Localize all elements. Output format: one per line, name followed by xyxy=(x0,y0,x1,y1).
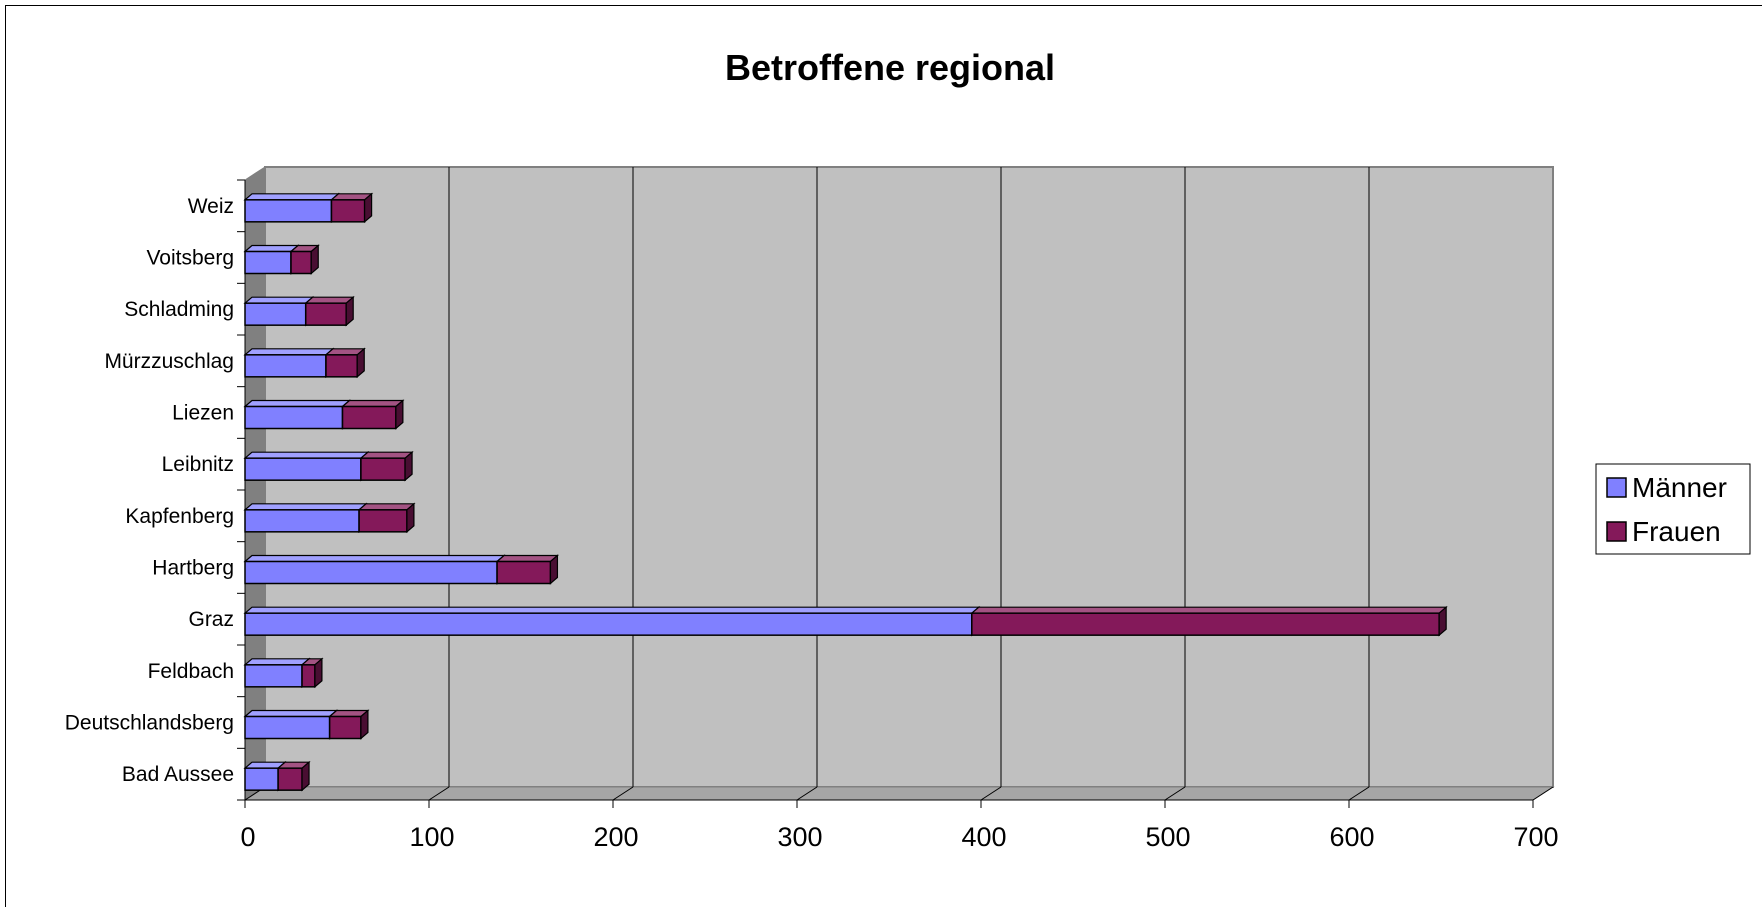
bar xyxy=(278,768,302,790)
bar-top xyxy=(497,556,557,562)
bar-top xyxy=(245,504,366,510)
bar-top xyxy=(245,401,350,407)
category-label: Hartberg xyxy=(152,557,234,580)
bar xyxy=(245,355,326,377)
bar-segment-maenner xyxy=(245,504,366,532)
bar-top xyxy=(245,349,333,355)
plot-back-wall xyxy=(265,167,1553,787)
bar-top xyxy=(361,452,412,458)
x-tick-label: 100 xyxy=(409,822,454,852)
category-label: Mürzzuschlag xyxy=(104,350,234,373)
category-label: Kapfenberg xyxy=(125,505,234,528)
bar xyxy=(245,613,972,635)
bar xyxy=(306,303,346,325)
bar-segment-frauen xyxy=(972,607,1446,635)
bar-top xyxy=(245,297,313,303)
category-label: Schladming xyxy=(124,298,234,321)
bar xyxy=(497,562,550,584)
bar xyxy=(972,613,1439,635)
bar xyxy=(291,252,311,274)
bar-segment-maenner xyxy=(245,452,368,480)
bar xyxy=(245,717,330,739)
bar xyxy=(245,768,278,790)
legend-swatch xyxy=(1607,478,1626,497)
bar-segment-frauen xyxy=(330,711,368,739)
bar-segment-frauen xyxy=(343,401,403,429)
bar-top xyxy=(245,711,337,717)
bar-segment-frauen xyxy=(278,762,309,790)
chart-title: Betroffene regional xyxy=(725,47,1055,88)
bar-segment-maenner xyxy=(245,349,333,377)
category-label: Leibnitz xyxy=(162,453,234,476)
category-label: Deutschlandsberg xyxy=(65,712,234,735)
legend: Männer Frauen xyxy=(1596,464,1750,554)
bar-top xyxy=(245,194,338,200)
bar-segment-maenner xyxy=(245,401,350,429)
bar-segment-frauen xyxy=(302,659,322,687)
x-tick-label: 400 xyxy=(961,822,1006,852)
bar-top xyxy=(245,556,504,562)
bar-segment-frauen xyxy=(326,349,364,377)
legend-label: Frauen xyxy=(1632,516,1721,547)
category-label: Graz xyxy=(188,608,234,631)
bar xyxy=(331,200,364,222)
bar xyxy=(330,717,361,739)
bar xyxy=(326,355,357,377)
bar-segment-maenner xyxy=(245,297,313,325)
legend-swatch xyxy=(1607,522,1626,541)
category-label: Voitsberg xyxy=(146,247,234,270)
bar-top xyxy=(245,607,979,613)
category-label: Bad Aussee xyxy=(122,763,234,786)
x-tick-label: 500 xyxy=(1145,822,1190,852)
bar-segment-maenner xyxy=(245,556,504,584)
x-tick-label: 200 xyxy=(593,822,638,852)
bar-segment-maenner xyxy=(245,711,337,739)
bar-top xyxy=(359,504,414,510)
bar xyxy=(245,562,497,584)
bar xyxy=(302,665,315,687)
bar xyxy=(245,252,291,274)
bar xyxy=(245,303,306,325)
bar-top xyxy=(343,401,403,407)
bar xyxy=(245,458,361,480)
bar-top xyxy=(245,452,368,458)
bar xyxy=(245,407,343,429)
bar xyxy=(245,510,359,532)
bar-segment-maenner xyxy=(245,607,979,635)
bar xyxy=(343,407,396,429)
category-label: Liezen xyxy=(172,402,234,425)
x-tick-label: 700 xyxy=(1513,822,1558,852)
bar xyxy=(245,200,331,222)
bar-segment-frauen xyxy=(497,556,557,584)
bar-segment-frauen xyxy=(291,246,318,274)
bar xyxy=(245,665,302,687)
bar-segment-frauen xyxy=(331,194,371,222)
legend-label: Männer xyxy=(1632,472,1727,503)
bar-segment-frauen xyxy=(359,504,414,532)
x-tick-label: 300 xyxy=(777,822,822,852)
bar-segment-frauen xyxy=(306,297,353,325)
bar-top xyxy=(245,659,309,665)
category-label: Weiz xyxy=(188,195,234,218)
bar-segment-maenner xyxy=(245,659,309,687)
bar-top xyxy=(972,607,1446,613)
bar-segment-maenner xyxy=(245,246,298,274)
x-tick-label: 0 xyxy=(240,822,255,852)
plot-floor xyxy=(245,787,1553,800)
bar-segment-frauen xyxy=(361,452,412,480)
plot-area xyxy=(245,167,1553,800)
bar-top xyxy=(245,246,298,252)
bar xyxy=(361,458,405,480)
x-tick-label: 600 xyxy=(1329,822,1374,852)
category-label: Feldbach xyxy=(148,660,234,683)
bar-top xyxy=(306,297,353,303)
bar xyxy=(359,510,407,532)
bar-segment-maenner xyxy=(245,194,338,222)
